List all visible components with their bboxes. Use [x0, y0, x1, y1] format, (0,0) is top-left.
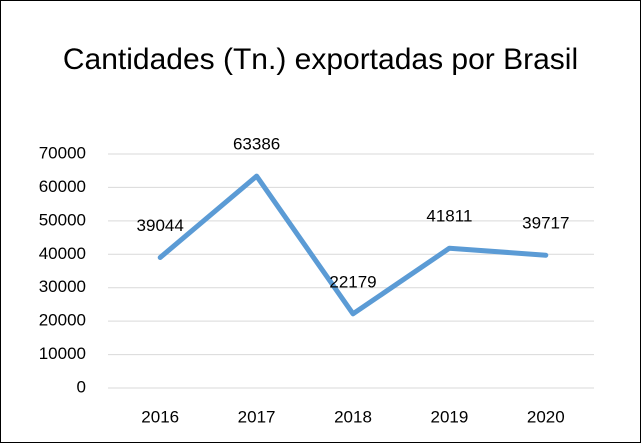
- y-tick-label: 10000: [39, 344, 86, 363]
- y-tick-label: 20000: [39, 311, 86, 330]
- x-tick-label: 2020: [527, 407, 565, 426]
- y-tick-label: 70000: [39, 143, 86, 162]
- data-label: 22179: [329, 272, 376, 291]
- x-tick-label: 2016: [141, 407, 179, 426]
- data-label: 41811: [426, 207, 472, 226]
- data-label: 39044: [137, 216, 184, 235]
- x-tick-label: 2019: [430, 407, 468, 426]
- y-tick-label: 30000: [39, 277, 86, 296]
- data-label: 39717: [522, 214, 569, 233]
- data-line: [157, 173, 549, 317]
- y-tick-label: 60000: [39, 177, 86, 196]
- y-tick-label: 0: [77, 377, 86, 396]
- data-label: 63386: [233, 135, 280, 154]
- x-tick-label: 2017: [238, 407, 276, 426]
- chart-title: Cantidades (Tn.) exportadas por Brasil: [62, 43, 579, 76]
- x-tick-label: 2018: [334, 407, 372, 426]
- y-tick-label: 50000: [39, 210, 86, 229]
- y-tick-label: 40000: [39, 244, 86, 263]
